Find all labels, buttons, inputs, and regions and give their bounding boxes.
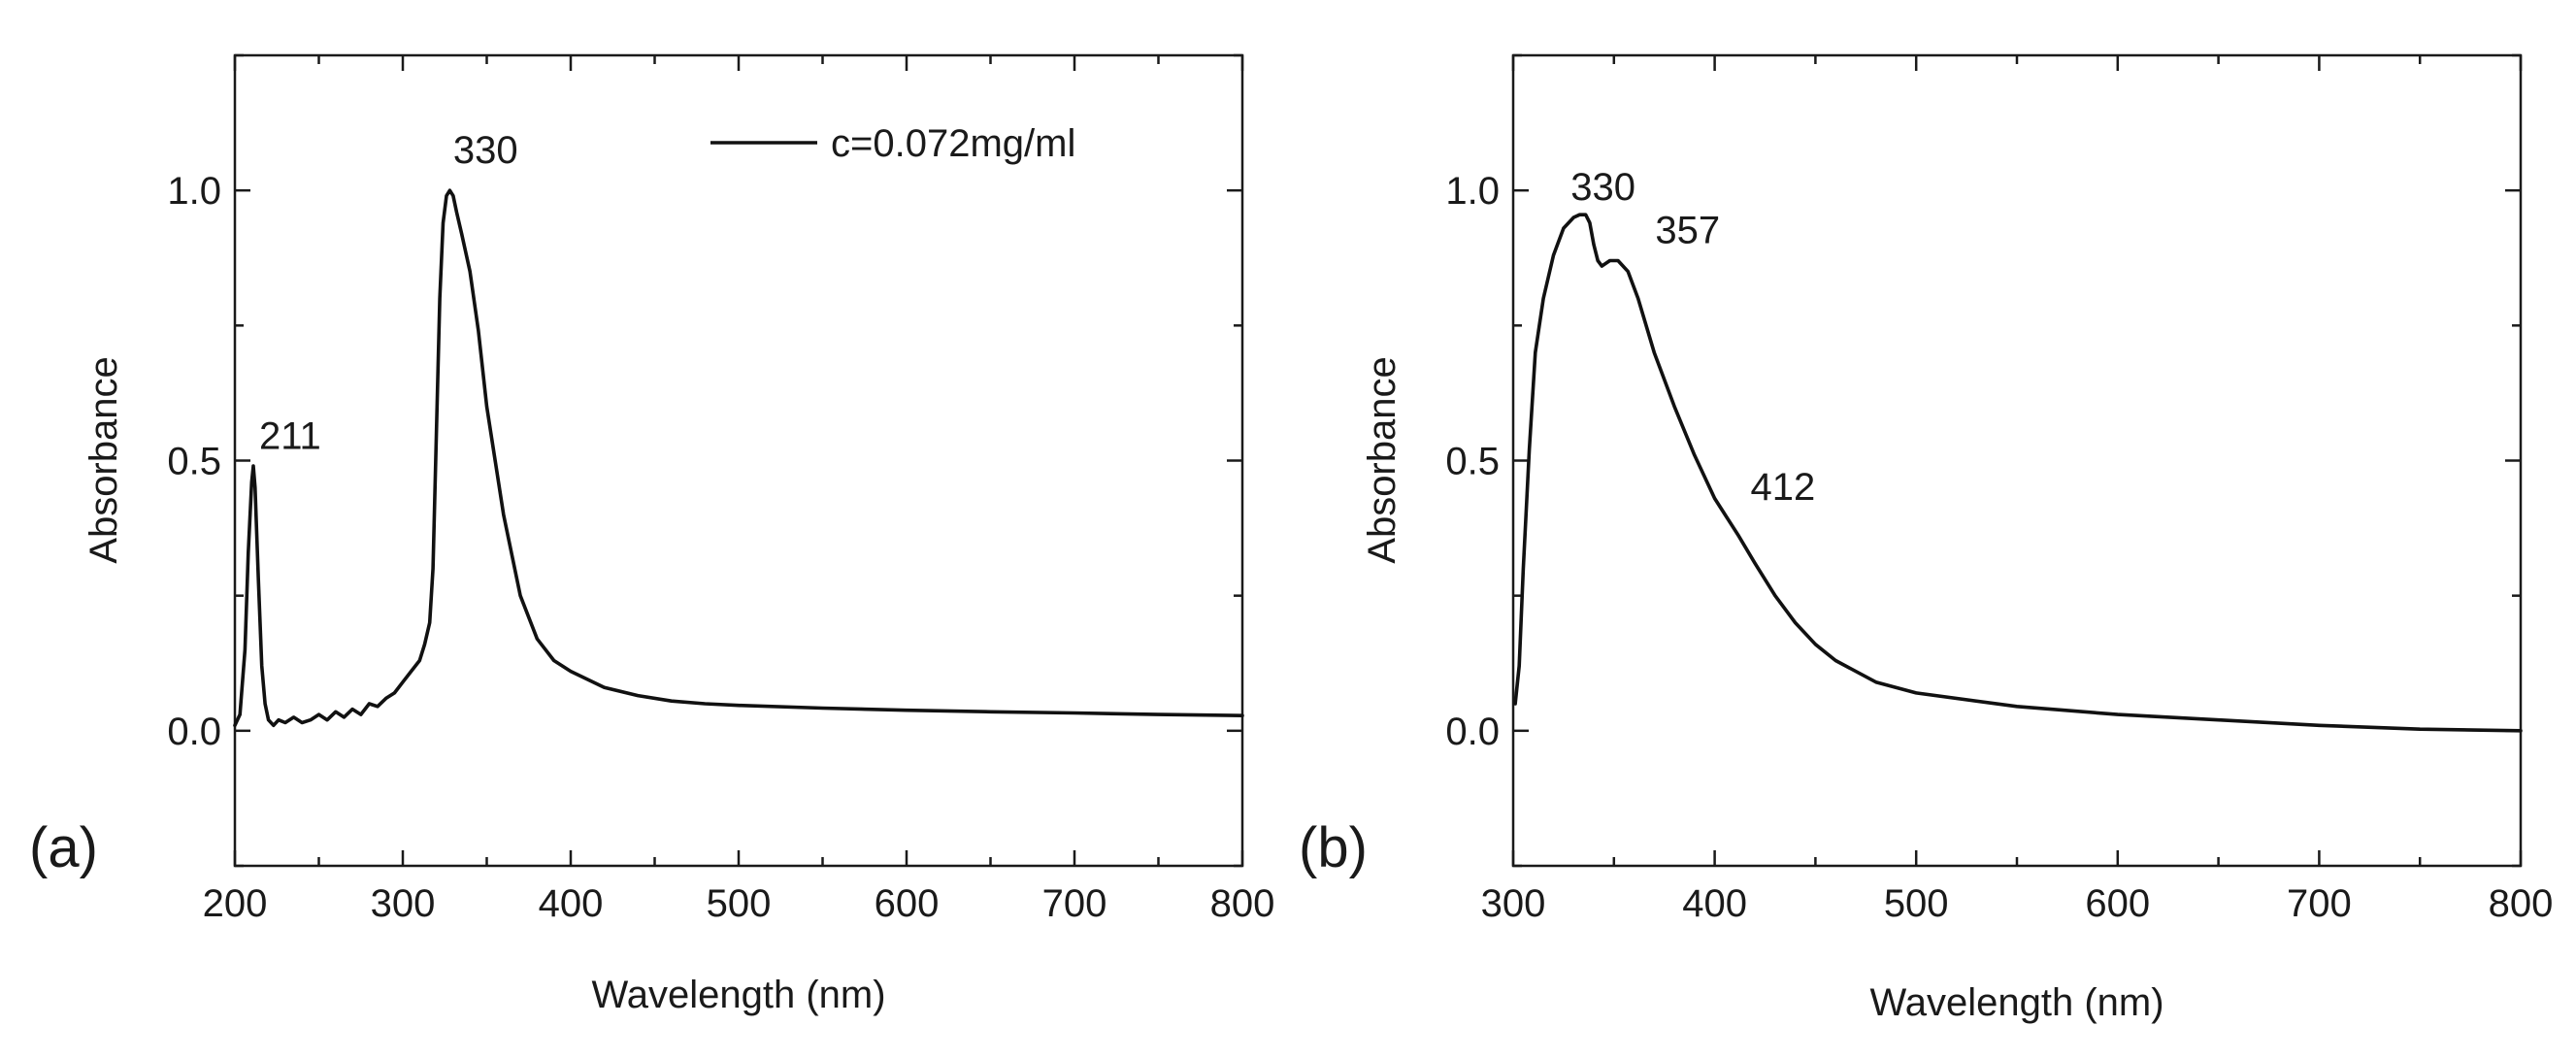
y-axis-title: Absorbance: [83, 356, 125, 563]
plot-frame: [233, 53, 1244, 868]
y-tick-label: 1.0: [167, 170, 221, 213]
peak-label: 330: [1570, 166, 1635, 209]
peak-label: 211: [259, 415, 321, 458]
x-axis-title: Wavelength (nm): [1869, 981, 2163, 1024]
series-line: [233, 188, 1244, 728]
legend-label: c=0.072mg/ml: [831, 122, 1075, 165]
series-line: [1513, 213, 2523, 733]
y-tick-label: 0.0: [167, 711, 221, 753]
y-tick-label: 1.0: [1445, 170, 1500, 213]
peak-label: 412: [1751, 466, 1816, 509]
x-tick-label: 200: [203, 882, 268, 925]
x-tick-label: 700: [2287, 882, 2352, 925]
panel-label: (a): [29, 816, 98, 879]
y-ticks: 0.0 0.5 1.0: [167, 53, 1242, 868]
y-axis-title: Absorbance: [1361, 356, 1404, 563]
x-axis-title: Wavelength (nm): [591, 974, 885, 1016]
panel-label: (b): [1299, 816, 1368, 879]
peak-label: 330: [453, 129, 518, 172]
x-tick-label: 800: [2489, 882, 2554, 925]
y-tick-label: 0.5: [167, 441, 221, 483]
peak-annotations: 211 330: [259, 129, 518, 457]
x-tick-label: 400: [539, 882, 604, 925]
x-tick-label: 600: [875, 882, 940, 925]
x-tick-label: 800: [1210, 882, 1275, 925]
peak-annotations: 330 357 412: [1570, 166, 1815, 509]
plot-frame: [1511, 53, 2523, 868]
x-tick-label: 500: [1884, 882, 1949, 925]
x-tick-label: 600: [2085, 882, 2150, 925]
x-tick-label: 300: [371, 882, 436, 925]
x-tick-label: 400: [1682, 882, 1747, 925]
chart-panel-a: 200 300 400 500 600 700 800 0.0 0.5 1.0 211 330 c…: [29, 53, 1275, 1016]
x-tick-label: 300: [1481, 882, 1546, 925]
peak-label: 357: [1655, 210, 1720, 252]
chart-panel-b: 300 400 500 600 700 800 0.0 0.5 1.0 330 357 412 W…: [1299, 53, 2554, 1024]
x-ticks: 200 300 400 500 600 700 800: [203, 55, 1275, 925]
y-tick-label: 0.5: [1445, 441, 1500, 483]
x-tick-label: 500: [707, 882, 772, 925]
x-ticks: 300 400 500 600 700 800: [1481, 55, 2554, 925]
y-tick-label: 0.0: [1445, 711, 1500, 753]
x-tick-label: 700: [1042, 882, 1107, 925]
y-ticks: 0.0 0.5 1.0: [1445, 53, 2521, 868]
